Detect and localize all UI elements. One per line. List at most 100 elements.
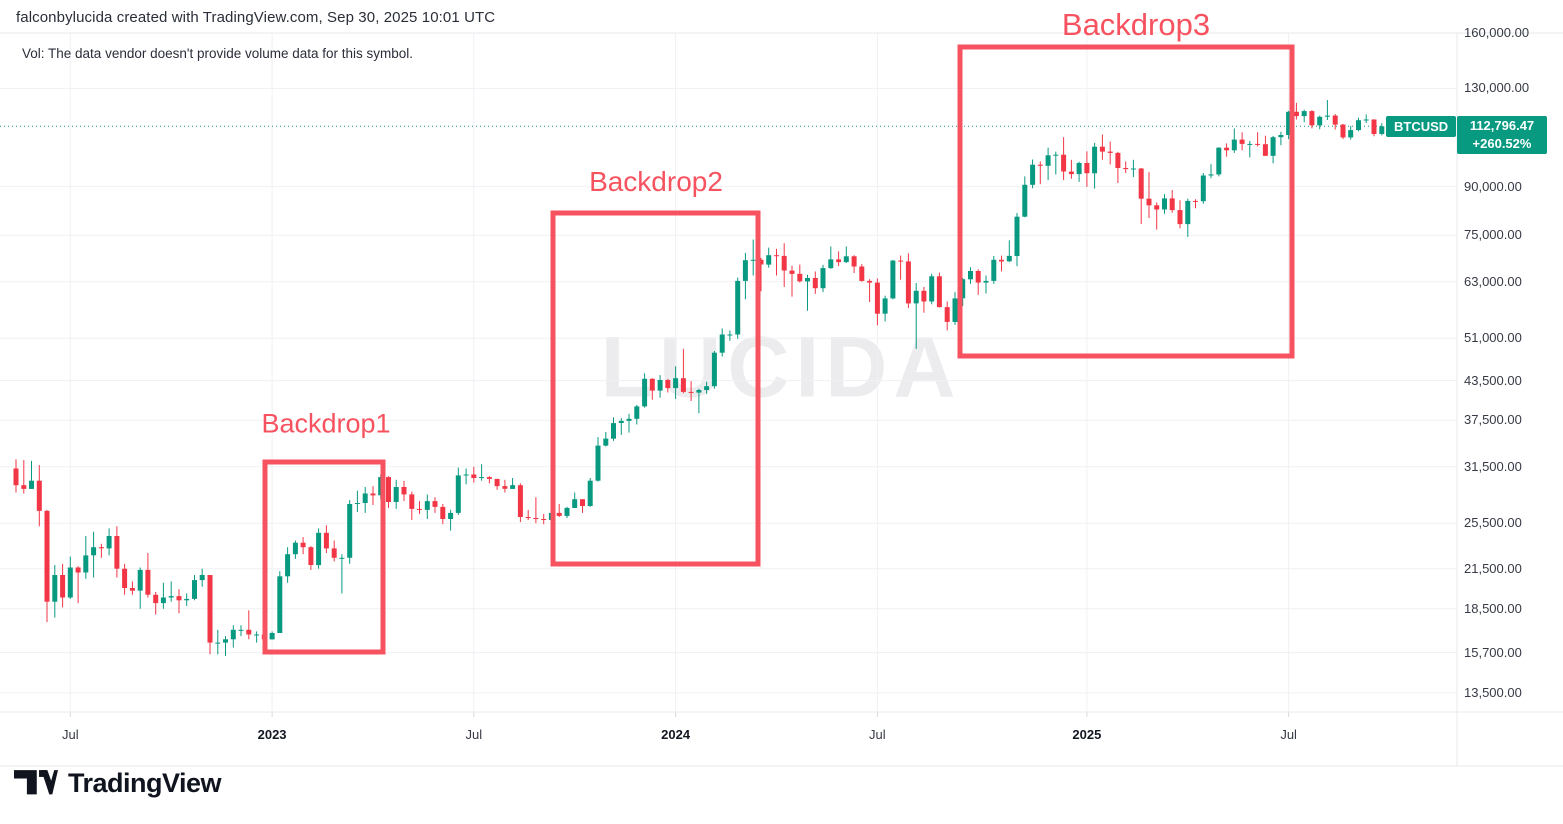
volume-legend-message: Vol: The data vendor doesn't provide vol… bbox=[22, 46, 414, 61]
candle bbox=[471, 466, 477, 483]
candle bbox=[153, 592, 159, 615]
candle bbox=[1022, 176, 1028, 218]
candle bbox=[129, 581, 135, 595]
candle bbox=[742, 252, 748, 300]
candle bbox=[820, 264, 826, 293]
candle bbox=[1332, 114, 1338, 130]
vertical-gridlines bbox=[69, 33, 1290, 717]
candle bbox=[1185, 198, 1191, 237]
candle bbox=[1231, 128, 1237, 153]
candle bbox=[417, 501, 422, 514]
time-axis-label: Jul bbox=[465, 727, 483, 742]
candle bbox=[510, 478, 516, 489]
candle bbox=[1286, 110, 1292, 140]
candle bbox=[1371, 119, 1377, 137]
candle bbox=[199, 568, 205, 587]
candle bbox=[44, 509, 50, 623]
candle bbox=[1224, 143, 1230, 157]
backdrop-annotations bbox=[262, 44, 1295, 655]
candle bbox=[1363, 114, 1369, 123]
candle bbox=[52, 565, 58, 618]
candles bbox=[13, 100, 1385, 656]
candle bbox=[673, 366, 679, 399]
candle bbox=[370, 486, 376, 505]
candle bbox=[789, 265, 795, 297]
annotation-label-backdrop1[interactable]: Backdrop1 bbox=[261, 408, 391, 439]
candle bbox=[114, 526, 120, 578]
candle bbox=[424, 494, 430, 519]
candle bbox=[1317, 115, 1323, 130]
candle bbox=[1293, 102, 1299, 120]
candle bbox=[160, 582, 166, 609]
annotation-label-backdrop3[interactable]: Backdrop3 bbox=[1061, 7, 1211, 42]
price-axis-label: 51,000.00 bbox=[1464, 330, 1522, 346]
candle bbox=[1053, 151, 1059, 175]
candle bbox=[1099, 134, 1105, 160]
candle bbox=[1379, 123, 1385, 136]
candle bbox=[936, 272, 942, 308]
candle bbox=[572, 492, 578, 508]
candle bbox=[1030, 159, 1036, 189]
candle bbox=[1130, 159, 1136, 177]
candle bbox=[1115, 151, 1121, 183]
candle bbox=[921, 286, 927, 313]
price-axis-label: 25,500.00 bbox=[1464, 515, 1522, 531]
candle bbox=[1200, 173, 1206, 204]
candle bbox=[486, 476, 492, 484]
candle bbox=[983, 275, 989, 294]
candle bbox=[455, 467, 461, 515]
candle bbox=[999, 255, 1004, 272]
candle bbox=[1348, 125, 1354, 140]
candle bbox=[1255, 132, 1261, 147]
candle bbox=[665, 378, 671, 393]
candle bbox=[952, 292, 958, 325]
candle bbox=[657, 375, 663, 398]
time-axis-label: 2024 bbox=[661, 727, 691, 742]
candle bbox=[91, 531, 97, 578]
time-axis-label: Jul bbox=[1280, 727, 1297, 742]
candle bbox=[719, 328, 725, 357]
candle bbox=[541, 513, 547, 525]
annotation-rect-backdrop3[interactable] bbox=[957, 44, 1295, 359]
candle bbox=[564, 506, 570, 518]
annotation-rect-backdrop2[interactable] bbox=[550, 210, 761, 567]
tradingview-logo[interactable]: TradingView bbox=[14, 766, 222, 800]
candle bbox=[331, 540, 337, 562]
time-axis-label: Jul bbox=[869, 727, 886, 742]
price-axis-label: 21,500.00 bbox=[1464, 560, 1522, 576]
candle bbox=[448, 509, 454, 531]
candle bbox=[1123, 161, 1129, 173]
candle bbox=[254, 631, 260, 643]
candle bbox=[184, 593, 190, 606]
annotation-label-backdrop2[interactable]: Backdrop2 bbox=[589, 166, 723, 197]
price-axis-label: 160,000.00 bbox=[1464, 25, 1530, 40]
candle bbox=[386, 476, 391, 508]
candle bbox=[339, 554, 345, 594]
candle bbox=[1324, 100, 1330, 120]
candle bbox=[1278, 131, 1284, 146]
candle bbox=[1146, 172, 1152, 218]
candle bbox=[362, 487, 368, 513]
candle bbox=[277, 571, 283, 633]
candle bbox=[704, 381, 710, 394]
horizontal-gridlines bbox=[0, 32, 1457, 694]
price-axis-label: 43,500.00 bbox=[1464, 372, 1522, 388]
candle bbox=[960, 278, 966, 307]
candle bbox=[1076, 161, 1082, 182]
candle bbox=[812, 271, 818, 294]
price-axis-label: 15,700.00 bbox=[1464, 644, 1522, 660]
candle bbox=[308, 546, 314, 570]
candle bbox=[1247, 140, 1253, 158]
candle bbox=[1061, 137, 1067, 181]
annotation-rect-backdrop1[interactable] bbox=[262, 459, 386, 655]
candle bbox=[680, 348, 686, 394]
tradingview-logo-icon bbox=[14, 770, 58, 795]
candle bbox=[67, 556, 73, 599]
candle bbox=[207, 575, 213, 655]
candle bbox=[1154, 202, 1160, 230]
candle bbox=[758, 257, 764, 292]
candle bbox=[766, 247, 772, 268]
last-price-flag: 112,796.47 +260.52% bbox=[1457, 116, 1547, 155]
price-axis-label: 130,000.00 bbox=[1464, 80, 1530, 96]
